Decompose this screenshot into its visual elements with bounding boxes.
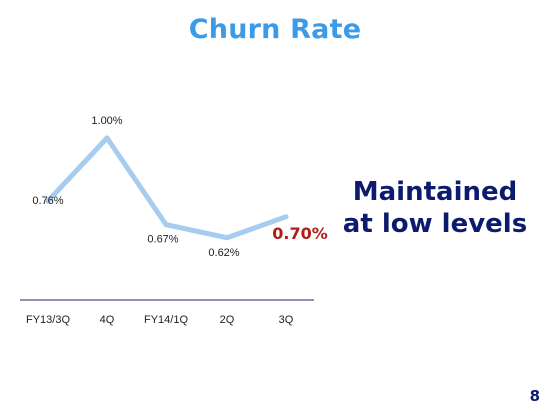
data-label-4: 0.62% [208,247,239,259]
data-point-1 [45,198,51,204]
data-point-4 [224,235,230,241]
x-tick-label-5: 3Q [279,314,294,326]
x-tick-label-4: 2Q [220,314,235,326]
chart-title: Churn Rate [188,14,362,45]
data-label-2: 1.00% [91,115,122,127]
x-tick-label-2: 4Q [100,314,115,326]
data-label-3: 0.67% [147,234,178,246]
x-tick-label-1: FY13/3Q [26,314,70,326]
data-label-highlight: 0.70% [272,224,328,243]
key-message: Maintained at low levels [340,176,530,240]
key-message-line-1: Maintained [352,177,518,207]
data-point-5 [283,214,289,220]
key-message-line-2: at low levels [342,209,528,239]
x-tick-label-3: FY14/1Q [144,314,188,326]
data-label-1: 0.76% [32,195,63,207]
page-number: 8 [529,387,540,405]
data-point-3 [163,222,169,228]
data-point-2 [104,135,110,141]
